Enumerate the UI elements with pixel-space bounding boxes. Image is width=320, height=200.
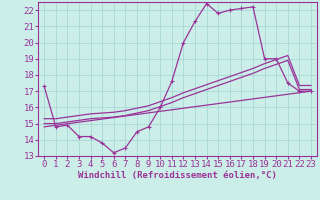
X-axis label: Windchill (Refroidissement éolien,°C): Windchill (Refroidissement éolien,°C) xyxy=(78,171,277,180)
